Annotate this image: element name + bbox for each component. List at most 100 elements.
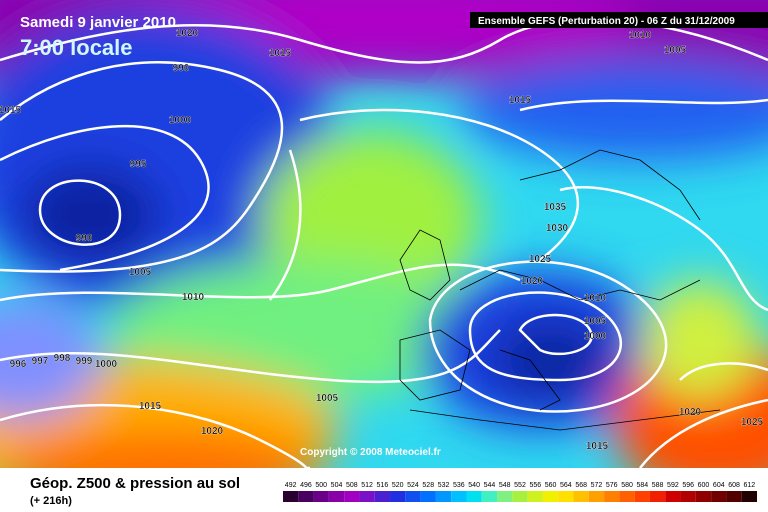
- colorbar-swatch: [344, 491, 360, 502]
- colorbar-swatch: [588, 491, 605, 502]
- colorbar-label: 568: [575, 482, 587, 489]
- isobar-label: 1015: [0, 105, 22, 116]
- colorbar-swatch: [527, 491, 543, 502]
- isobar-label: 1015: [269, 48, 292, 59]
- model-box: [470, 12, 768, 28]
- colorbar-label: 552: [514, 482, 526, 489]
- colorbar-swatch: [711, 491, 727, 502]
- colorbar-swatch: [466, 491, 482, 502]
- copyright: Copyright © 2008 Meteociel.fr: [300, 447, 441, 458]
- colorbar-label: 532: [438, 482, 450, 489]
- colorbar-swatch: [573, 491, 589, 502]
- colorbar-label: 564: [560, 482, 572, 489]
- colorbar-label: 540: [468, 482, 480, 489]
- colorbar-label: 512: [361, 482, 373, 489]
- isobar-label: 1000: [169, 115, 192, 126]
- colorbar-swatch: [542, 491, 559, 502]
- isobar-label: 999: [76, 356, 93, 367]
- footer: [0, 468, 768, 512]
- colorbar-label: 536: [453, 482, 465, 489]
- isobar-label: 1025: [741, 417, 764, 428]
- isobar-label: 1020: [176, 28, 199, 39]
- isobar-label: 1005: [129, 267, 152, 278]
- colorbar-swatch: [405, 491, 421, 502]
- coastlines: [399, 149, 721, 431]
- colorbar-swatch: [435, 491, 452, 502]
- colorbar-label: 580: [621, 482, 633, 489]
- colorbar-label: 592: [667, 482, 679, 489]
- isobar-label: 990: [76, 233, 93, 244]
- colorbar-label: 492: [285, 482, 297, 489]
- colorbar-label: 520: [392, 482, 404, 489]
- colorbar-label: 548: [499, 482, 511, 489]
- isobar-label: 1030: [546, 223, 569, 234]
- colorbar-swatch: [481, 491, 498, 502]
- colorbar-label: 612: [744, 482, 756, 489]
- colorbar-swatch: [359, 491, 375, 502]
- isobar-label: 1015: [139, 401, 162, 412]
- colorbar-swatch: [313, 491, 329, 502]
- isobar-label: 1010: [182, 292, 205, 303]
- isobar-label: 998: [54, 353, 71, 364]
- colorbar-swatch: [328, 491, 345, 502]
- colorbar-label: 572: [591, 482, 603, 489]
- colorbar-swatch: [634, 491, 650, 502]
- colorbar-label: 600: [698, 482, 710, 489]
- colorbar-swatch: [512, 491, 528, 502]
- isobar-label: 995: [130, 159, 147, 170]
- isobar-label: 990: [173, 63, 190, 74]
- colorbar-label: 528: [422, 482, 434, 489]
- colorbar-swatch: [420, 491, 436, 502]
- colorbar-label: 508: [346, 482, 358, 489]
- colorbar-swatch: [695, 491, 712, 502]
- colorbar-label: 496: [300, 482, 312, 489]
- colorbar-label: 544: [484, 482, 496, 489]
- colorbar-label: 500: [315, 482, 327, 489]
- colorbar-swatch: [619, 491, 635, 502]
- isobar-label: 1005: [664, 45, 687, 56]
- isobar-label: 1005: [584, 316, 607, 327]
- colorbar-swatch: [604, 491, 620, 502]
- isobar-label: 1010: [584, 293, 607, 304]
- colorbar-label: 524: [407, 482, 419, 489]
- colorbar-swatch: [374, 491, 391, 502]
- colorbar-swatch: [680, 491, 696, 502]
- isobar-label: 1005: [316, 393, 339, 404]
- colorbar-label: 556: [529, 482, 541, 489]
- time: 7:00 locale: [20, 35, 133, 60]
- isobar-label: 1015: [509, 95, 532, 106]
- colorbar-swatch: [283, 491, 299, 502]
- colorbar-swatch: [451, 491, 467, 502]
- colorbar-swatch: [298, 491, 314, 502]
- colorbar-swatch: [726, 491, 742, 502]
- colorbar-swatch: [741, 491, 757, 502]
- colorbar-swatch: [497, 491, 513, 502]
- colorbar-label: 604: [713, 482, 725, 489]
- forecast-lead: (+ 216h): [30, 495, 72, 507]
- colorbar-swatch: [649, 491, 666, 502]
- colorbar-label: 516: [377, 482, 389, 489]
- isobar-label: 1015: [586, 441, 609, 452]
- colorbar-label: 584: [636, 482, 648, 489]
- isobar-label: 1035: [544, 202, 567, 213]
- footer-title: Géop. Z500 & pression au sol: [30, 475, 240, 492]
- model-info: Ensemble GEFS (Perturbation 20) - 06 Z d…: [478, 16, 735, 27]
- colorbar-label: 608: [728, 482, 740, 489]
- colorbar-label: 588: [652, 482, 664, 489]
- isobar-label: 1000: [584, 331, 607, 342]
- colorbar-swatch: [558, 491, 574, 502]
- isobar-label: 1020: [521, 276, 544, 287]
- colorbar-swatch: [665, 491, 681, 502]
- isobar-label: 1020: [201, 426, 224, 437]
- isobar-label: 1025: [529, 254, 552, 265]
- colorbar-label: 596: [682, 482, 694, 489]
- colorbar-swatch: [390, 491, 406, 502]
- colorbar-label: 504: [331, 482, 343, 489]
- colorbar-label: 560: [545, 482, 557, 489]
- isobar-label: 1010: [629, 30, 652, 41]
- isobar-label: 1000: [95, 359, 118, 370]
- isobar-label: 997: [32, 356, 49, 367]
